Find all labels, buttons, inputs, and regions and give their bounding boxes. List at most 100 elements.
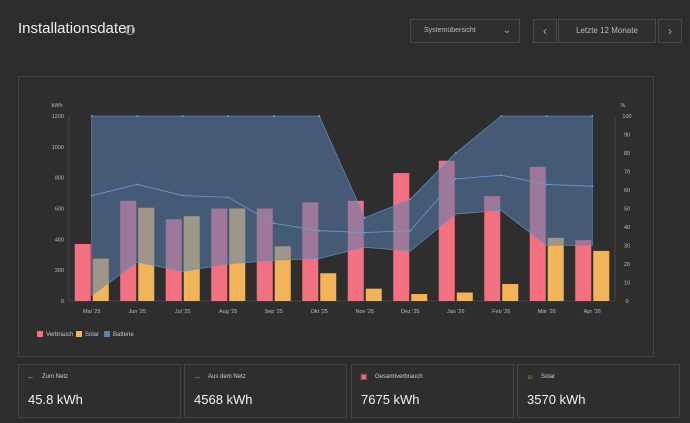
y-tick-label: 200 bbox=[55, 268, 64, 274]
card-value: 7675 kWh bbox=[361, 392, 420, 407]
y2-tick-label: 30 bbox=[624, 244, 630, 250]
x-tick-label: Jun '25 bbox=[128, 309, 146, 315]
x-tick-label: Feb '26 bbox=[492, 309, 510, 315]
battery-avg-line bbox=[91, 174, 593, 233]
arrow-right-icon: → bbox=[193, 372, 201, 381]
chevron-down-icon: ⌄ bbox=[502, 25, 511, 36]
x-tick-label: Jan '26 bbox=[447, 309, 465, 315]
card-value: 45.8 kWh bbox=[28, 392, 83, 407]
prev-period-button[interactable]: ‹ bbox=[533, 19, 557, 43]
x-tick-label: Dez '25 bbox=[401, 309, 419, 315]
y2-tick-label: 20 bbox=[624, 262, 630, 268]
bar-solar bbox=[411, 294, 428, 301]
y-tick-label: 1000 bbox=[52, 145, 64, 151]
y2-tick-label: 40 bbox=[624, 225, 630, 231]
battery-avg-point bbox=[409, 229, 412, 232]
battery-max-point bbox=[454, 152, 457, 154]
battery-avg-point bbox=[227, 196, 230, 199]
battery-avg-point bbox=[136, 183, 139, 186]
y2-tick-label: 80 bbox=[624, 151, 630, 157]
period-range: Letzte 12 Monate bbox=[558, 19, 656, 43]
bar-verbrauch bbox=[74, 243, 91, 301]
y2-tick-label: 100 bbox=[622, 114, 631, 120]
battery-max-point bbox=[318, 115, 321, 117]
legend-item-solar[interactable]: Solar bbox=[76, 331, 99, 338]
legend-swatch bbox=[37, 331, 43, 337]
legend-label: Verbrauch bbox=[46, 332, 74, 338]
battery-avg-point bbox=[318, 229, 321, 232]
bar-solar bbox=[320, 273, 337, 301]
card-gesamtverbrauch: ▣ Gesamtverbrauch 7675 kWh bbox=[351, 364, 514, 418]
legend-item-verbrauch[interactable]: Verbrauch bbox=[37, 331, 73, 338]
y-axis-title: kWh bbox=[52, 103, 63, 109]
battery-max-point bbox=[545, 115, 548, 117]
bar-solar bbox=[547, 237, 564, 301]
energy-chart: kWh % 0 200 400 600 800 1000 1200 0 10 20 30 40 50 60 70… bbox=[52, 103, 632, 315]
chevron-right-icon: › bbox=[668, 24, 672, 38]
card-label: Solar bbox=[541, 374, 556, 380]
legend-swatch bbox=[104, 331, 110, 337]
card-label: Aus dem Netz bbox=[208, 374, 246, 380]
chevron-left-icon: ‹ bbox=[543, 24, 547, 38]
y2-axis-title: % bbox=[621, 103, 626, 109]
battery-max-point bbox=[227, 115, 230, 117]
page-title: Installationsdaten bbox=[18, 20, 135, 37]
card-label: Gesamtverbrauch bbox=[375, 374, 423, 380]
chart-card: kWh% 0 200 400 600 800 1000 1200 0 10 20 30 40 50 60 70… bbox=[18, 76, 654, 357]
bar-solar bbox=[365, 288, 382, 301]
view-select[interactable]: Systemübersicht ⌄ bbox=[410, 19, 520, 43]
y2-tick-label: 50 bbox=[624, 207, 630, 213]
consumption-icon: ▣ bbox=[360, 372, 368, 381]
next-period-button[interactable]: › bbox=[658, 19, 682, 43]
battery-avg-point bbox=[545, 183, 548, 186]
x-tick-label: Nov '25 bbox=[356, 309, 374, 315]
y-tick-label: 800 bbox=[55, 176, 64, 182]
battery-avg-point bbox=[363, 231, 366, 234]
battery-max-point bbox=[272, 115, 275, 117]
battery-max-point bbox=[136, 115, 139, 117]
battery-max-point bbox=[363, 216, 366, 219]
y-tick-label: 1200 bbox=[52, 114, 64, 120]
card-zum-netz: ← Zum Netz 45.8 kWh bbox=[18, 364, 181, 418]
y-tick-label: 0 bbox=[61, 299, 64, 305]
legend-label: Solar bbox=[85, 332, 100, 338]
battery-avg-point bbox=[181, 194, 184, 197]
battery-avg-point bbox=[500, 174, 503, 177]
card-value: 4568 kWh bbox=[194, 392, 253, 407]
x-tick-label: Mär '26 bbox=[538, 309, 556, 315]
x-tick-label: Apr '26 bbox=[584, 309, 601, 315]
y2-tick-label: 90 bbox=[624, 133, 630, 139]
battery-max-point bbox=[181, 115, 184, 117]
view-select-label: Systemübersicht bbox=[424, 27, 476, 34]
x-tick-label: Jul '25 bbox=[175, 309, 191, 315]
arrow-left-icon: ← bbox=[27, 372, 35, 381]
sun-icon: ☼ bbox=[526, 372, 534, 381]
bar-solar bbox=[593, 250, 610, 301]
legend-label: Batterie bbox=[113, 332, 134, 338]
bar-verbrauch bbox=[575, 240, 592, 301]
legend-swatch bbox=[76, 331, 82, 337]
x-tick-label: Okt '25 bbox=[311, 309, 328, 315]
card-aus-dem-netz: → Aus dem Netz 4568 kWh bbox=[184, 364, 347, 418]
battery-max-point bbox=[591, 115, 594, 117]
y2-tick-label: 0 bbox=[625, 299, 628, 305]
battery-avg-point bbox=[591, 185, 594, 188]
battery-max-point bbox=[90, 115, 93, 117]
battery-max-point bbox=[409, 198, 412, 201]
x-tick-label: Sep '25 bbox=[265, 309, 283, 315]
y2-tick-label: 70 bbox=[624, 170, 630, 176]
bar-verbrauch bbox=[484, 196, 501, 301]
battery-avg-point bbox=[454, 177, 457, 180]
battery-avg-point bbox=[272, 222, 275, 225]
x-tick-label: Mai '25 bbox=[83, 309, 101, 315]
legend-item-batterie[interactable]: Batterie bbox=[104, 331, 134, 338]
card-label: Zum Netz bbox=[42, 374, 69, 380]
y2-tick-label: 10 bbox=[624, 281, 630, 287]
card-value: 3570 kWh bbox=[527, 392, 586, 407]
y-tick-label: 600 bbox=[55, 207, 64, 213]
x-tick-label: Aug '25 bbox=[219, 309, 237, 315]
bar-solar bbox=[502, 284, 519, 301]
card-solar: ☼ Solar 3570 kWh bbox=[517, 364, 680, 418]
info-icon[interactable]: i bbox=[125, 25, 135, 35]
battery-max-point bbox=[500, 115, 503, 117]
